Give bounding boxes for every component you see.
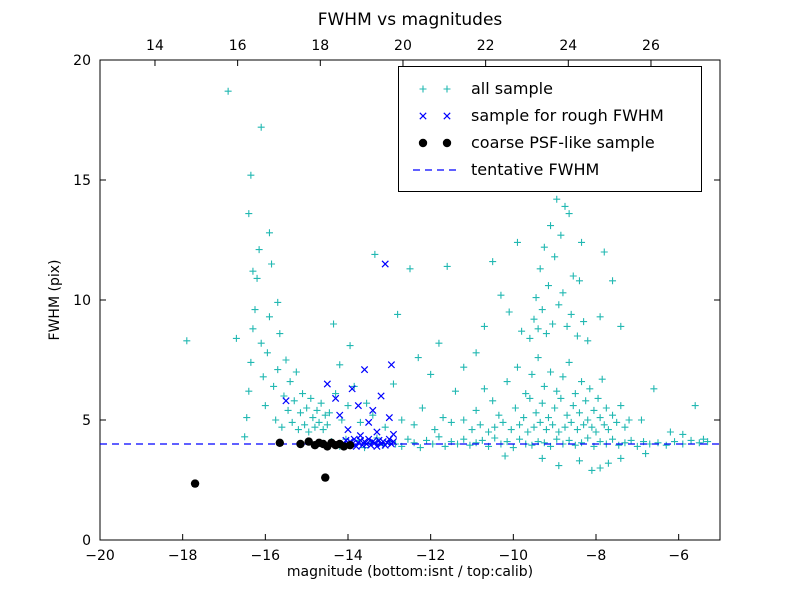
svg-text:24: 24: [559, 38, 577, 54]
legend: all sample sample for rough FWHM coarse …: [398, 66, 702, 192]
svg-text:−8: −8: [586, 548, 607, 564]
plus-marker-icon: [419, 85, 451, 92]
legend-label-all-sample: all sample: [471, 79, 553, 98]
legend-label-tentative-fwhm: tentative FWHM: [471, 160, 600, 179]
legend-item-rough-fwhm: sample for rough FWHM: [409, 102, 691, 129]
svg-text:−12: −12: [416, 548, 446, 564]
svg-text:−18: −18: [168, 548, 198, 564]
svg-text:−16: −16: [251, 548, 281, 564]
y-axis-label: FWHM (pix): [47, 259, 63, 341]
svg-text:0: 0: [82, 533, 91, 549]
svg-text:−10: −10: [499, 548, 529, 564]
svg-text:−6: −6: [668, 548, 689, 564]
svg-text:−20: −20: [85, 548, 115, 564]
svg-text:5: 5: [82, 413, 91, 429]
circle-marker-icon: [418, 138, 452, 147]
legend-item-tentative-fwhm: tentative FWHM: [409, 156, 691, 183]
svg-text:15: 15: [73, 173, 91, 189]
svg-text:−14: −14: [333, 548, 363, 564]
svg-text:22: 22: [477, 38, 495, 54]
svg-text:20: 20: [394, 38, 412, 54]
x-marker-icon: [419, 111, 451, 120]
svg-text:16: 16: [229, 38, 247, 54]
svg-text:18: 18: [311, 38, 329, 54]
svg-text:20: 20: [73, 53, 91, 69]
legend-item-psf-sample: coarse PSF-like sample: [409, 129, 691, 156]
chart-title: FWHM vs magnitudes: [317, 10, 503, 30]
x-axis-label: magnitude (bottom:isnt / top:calib): [286, 564, 534, 580]
dashed-line-icon: [413, 168, 457, 171]
legend-label-psf-sample: coarse PSF-like sample: [471, 133, 655, 152]
legend-item-all-sample: all sample: [409, 75, 691, 102]
svg-text:14: 14: [146, 38, 164, 54]
legend-label-rough-fwhm: sample for rough FWHM: [471, 106, 664, 125]
svg-text:26: 26: [642, 38, 660, 54]
svg-text:10: 10: [73, 293, 91, 309]
